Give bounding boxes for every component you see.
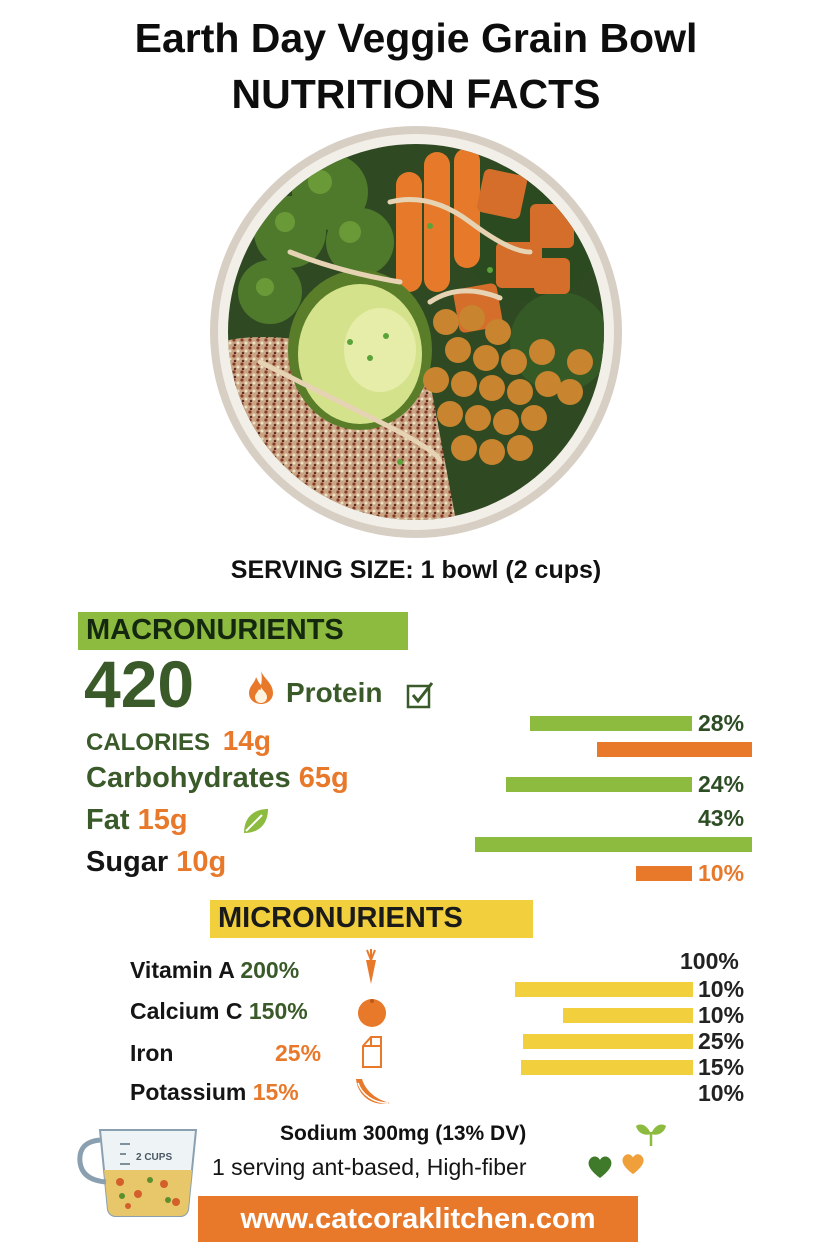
macro-pct: 43%: [698, 805, 745, 831]
measuring-cup-icon: 2 CUPS: [77, 1129, 198, 1217]
macro-bar: [597, 742, 752, 757]
heart-icon: [588, 1156, 612, 1178]
calories-value: 420: [84, 647, 195, 721]
macro-heading-bg: [78, 612, 408, 650]
micro-pct: 100%: [680, 948, 739, 974]
heart-icon: [622, 1154, 644, 1175]
macro-pct: 28%: [698, 710, 745, 736]
carrot-icon: [366, 949, 376, 984]
micro-value: 150%: [248, 998, 308, 1024]
micro-value: 15%: [252, 1079, 299, 1105]
flame-icon: [249, 671, 273, 704]
page-title: Earth Day Veggie Grain Bowl: [134, 15, 698, 61]
micro-bar: [515, 982, 693, 997]
orange-icon: [358, 999, 386, 1027]
carbs-value: 65g: [298, 762, 349, 794]
micro-pct: 10%: [698, 1080, 745, 1106]
carbs-label: Carbohydrates: [86, 762, 291, 794]
milk-carton-icon: [362, 1036, 382, 1068]
micro-bar: [563, 1008, 693, 1023]
micro-heading: MICRONURIENTS: [218, 902, 463, 934]
cup-label: 2 CUPS: [136, 1152, 172, 1163]
page-subtitle: NUTRITION FACTS: [231, 71, 601, 117]
micro-value: 200%: [240, 957, 300, 983]
micro-pct: 10%: [698, 976, 745, 1002]
fat-row: Fat 15g: [86, 804, 188, 837]
micro-value: 25%: [275, 1040, 322, 1066]
micro-label: Potassium: [130, 1079, 247, 1105]
url-banner[interactable]: www.catcoraklitchen.com: [198, 1196, 638, 1242]
leaf-icon: [244, 809, 268, 833]
micro-pct: 15%: [698, 1054, 745, 1080]
banana-icon: [356, 1079, 390, 1104]
micro-bar: [521, 1060, 693, 1075]
diet-note: 1 serving ant-based, High-fiber: [212, 1154, 527, 1180]
calories-row: CALORIES 14g: [86, 725, 271, 757]
micro-item: Iron: [130, 1040, 173, 1067]
micro-item: Potassium 15%: [130, 1079, 299, 1106]
protein-label: Protein: [286, 677, 383, 708]
protein-value: 14g: [222, 725, 271, 756]
micro-pct: 25%: [698, 1028, 745, 1054]
micro-label: Iron: [130, 1040, 174, 1066]
macro-bar: [530, 716, 692, 731]
checkbox-icon: [406, 682, 434, 709]
micro-label: Vitamin A: [130, 957, 234, 983]
fat-value: 15g: [137, 804, 188, 836]
micro-pct: 10%: [698, 1002, 745, 1028]
sodium-text: Sodium 300mg (13% DV): [280, 1122, 527, 1145]
macro-pct: 24%: [698, 771, 745, 797]
sugar-value: 10g: [176, 846, 227, 878]
sugar-label: Sugar: [86, 846, 169, 878]
serving-size: SERVING SIZE: 1 bowl (2 cups): [230, 556, 602, 584]
sprout-icon: [636, 1124, 666, 1146]
fat-label: Fat: [86, 804, 130, 836]
macro-bar: [506, 777, 692, 792]
micro-item: Vitamin A 200%: [130, 957, 299, 984]
macro-heading: MACRONURIENTS: [86, 614, 344, 646]
micro-label: Calcium C: [130, 998, 243, 1024]
micro-bar: [523, 1034, 693, 1049]
website-link[interactable]: www.catcoraklitchen.com: [240, 1203, 596, 1235]
macro-pct: 10%: [698, 860, 745, 886]
micro-item: Calcium C 150%: [130, 998, 308, 1025]
macro-bar: [636, 866, 692, 881]
grain-bowl-image: [210, 126, 622, 538]
micro-heading-bg: [210, 900, 533, 938]
macro-bar: [475, 837, 752, 852]
calories-label: CALORIES: [86, 729, 211, 756]
carbs-row: Carbohydrates 65g: [86, 762, 349, 795]
sugar-row: Sugar 10g: [86, 846, 226, 879]
